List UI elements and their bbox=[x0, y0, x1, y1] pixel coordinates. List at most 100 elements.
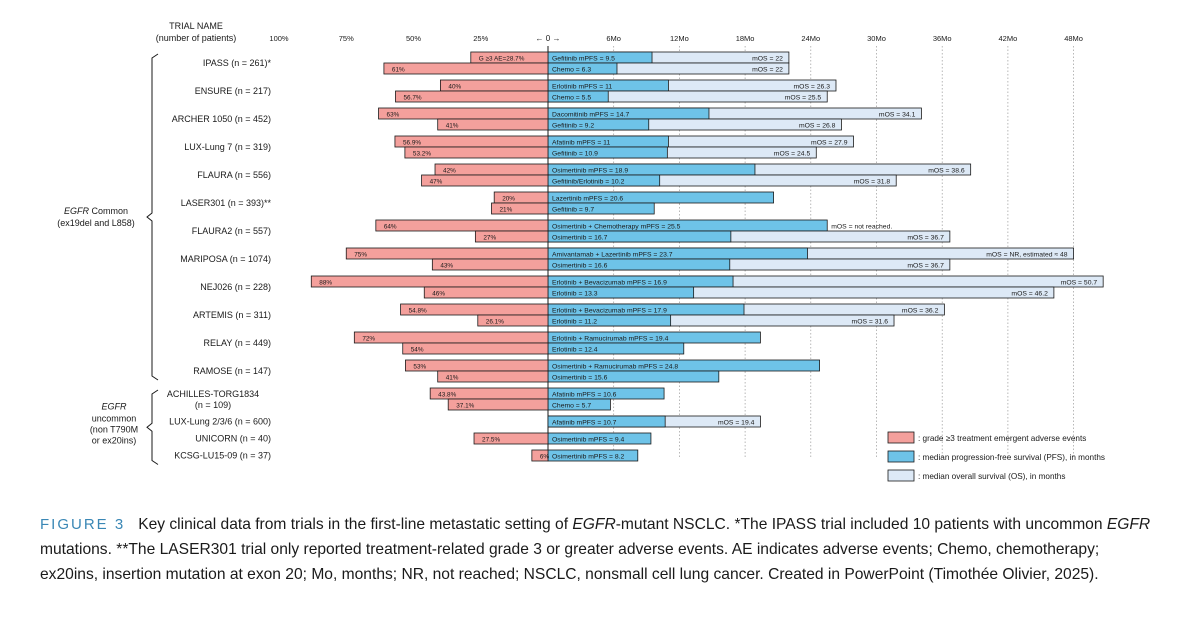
os-value-label: mOS = 31.8 bbox=[854, 178, 891, 185]
ae-value-label: 56.9% bbox=[403, 139, 421, 146]
ae-value-label: 43.8% bbox=[438, 391, 456, 398]
trial-name: MARIPOSA (n = 1074) bbox=[180, 254, 271, 264]
ae-bar bbox=[423, 286, 549, 299]
ae-bar bbox=[310, 275, 549, 288]
ae-value-label: 64% bbox=[384, 223, 397, 230]
left-axis-tick-label: 100% bbox=[269, 34, 289, 43]
os-value-label: mOS = 25.5 bbox=[785, 94, 822, 101]
ae-value-label: 61% bbox=[392, 66, 405, 73]
os-value-label: mOS = not reached. bbox=[831, 223, 892, 230]
ae-bar bbox=[531, 449, 549, 462]
group-label: EGFR Common bbox=[64, 206, 128, 216]
pfs-value-label: Gefitinib = 9.7 bbox=[552, 206, 594, 213]
os-value-label: mOS = NR, estimated ≈ 48 bbox=[986, 251, 1068, 258]
group-sublabel: (ex19del and L858) bbox=[57, 218, 135, 228]
trial-chart: TRIAL NAME (number of patients) ← 0 → 10… bbox=[57, 21, 1105, 482]
ae-bar bbox=[345, 247, 549, 260]
ae-value-label: 43% bbox=[440, 262, 453, 269]
trial-name: IPASS (n = 261)* bbox=[203, 58, 272, 68]
pfs-value-label: Gefitinib/Erlotinib = 10.2 bbox=[552, 178, 625, 185]
pfs-value-label: Dacomitinib mPFS = 14.7 bbox=[552, 111, 629, 118]
left-axis-tick-label: 75% bbox=[339, 34, 354, 43]
ae-bar bbox=[375, 219, 549, 232]
ae-value-label: 75% bbox=[354, 251, 367, 258]
pfs-value-label: Gefitinib mPFS = 9.5 bbox=[552, 55, 615, 62]
pfs-value-label: Erlotinib + Bevacizumab mPFS = 16.9 bbox=[552, 279, 667, 286]
ae-bar bbox=[447, 398, 549, 411]
right-axis-tick-label: 12Mo bbox=[670, 34, 689, 43]
pfs-value-label: Lazertinib mPFS = 20.6 bbox=[552, 195, 623, 202]
ae-bar bbox=[404, 146, 549, 159]
right-axis-tick-label: 42Mo bbox=[999, 34, 1018, 43]
pfs-value-label: Gefitinib = 9.2 bbox=[552, 122, 594, 129]
trial-name: ACHILLES-TORG1834 bbox=[167, 389, 259, 399]
caption-egfr-2: EGFR bbox=[1106, 516, 1151, 533]
ae-bar bbox=[474, 230, 549, 243]
trial-name: RELAY (n = 449) bbox=[204, 338, 271, 348]
trial-name: LASER301 (n = 393)** bbox=[181, 198, 272, 208]
trial-name: LUX-Lung 2/3/6 (n = 600) bbox=[169, 417, 271, 427]
group-label-common: Common bbox=[89, 206, 128, 216]
os-value-label: mOS = 34.1 bbox=[879, 111, 916, 118]
ae-value-label: 41% bbox=[446, 374, 459, 381]
ae-bar bbox=[431, 258, 549, 271]
trial-name: RAMOSE (n = 147) bbox=[193, 366, 271, 376]
pfs-value-label: Chemo = 6.3 bbox=[552, 66, 591, 73]
group-label-line: (non T790M bbox=[90, 424, 138, 434]
os-value-label: mOS = 50.7 bbox=[1061, 279, 1098, 286]
ae-value-label: 20% bbox=[502, 195, 515, 202]
ae-value-label: 56.7% bbox=[403, 94, 421, 101]
group-label-line: or ex20ins) bbox=[92, 435, 137, 445]
trial-name: NEJ026 (n = 228) bbox=[200, 282, 271, 292]
pfs-value-label: Osimertinib + Chemotherapy mPFS = 25.5 bbox=[552, 223, 681, 230]
pfs-value-label: Osimertinib mPFS = 18.9 bbox=[552, 167, 628, 174]
ae-value-label: 47% bbox=[430, 178, 443, 185]
ae-bar bbox=[405, 359, 549, 372]
pfs-value-label: Osimertinib + Ramucirumab mPFS = 24.8 bbox=[552, 363, 678, 370]
trial-name: ARTEMIS (n = 311) bbox=[193, 310, 271, 320]
pfs-bar bbox=[547, 415, 666, 428]
os-value-label: mOS = 36.7 bbox=[907, 234, 944, 241]
os-value-label: mOS = 27.9 bbox=[811, 139, 848, 146]
ae-value-label: 46% bbox=[432, 290, 445, 297]
ae-value-label: 54% bbox=[411, 346, 424, 353]
caption-egfr-1: EGFR bbox=[572, 516, 616, 533]
trial-name: FLAURA (n = 556) bbox=[197, 170, 271, 180]
group-bracket bbox=[146, 389, 159, 465]
pfs-value-label: Osimertinib mPFS = 9.4 bbox=[552, 436, 625, 443]
pfs-value-label: Erlotinib = 11.2 bbox=[552, 318, 597, 325]
pfs-value-label: Osimertinib = 16.6 bbox=[552, 262, 608, 269]
ae-value-label: 40% bbox=[448, 83, 461, 90]
grid-layer: 100% 75% 50% 25% 6Mo 12Mo 18Mo 24Mo 30Mo 36Mo 42Mo… bbox=[269, 34, 1083, 458]
ae-bar bbox=[400, 303, 549, 316]
ae-bar bbox=[421, 174, 549, 187]
pfs-value-label: Erlotinib mPFS = 11 bbox=[552, 83, 612, 90]
os-value-label: mOS = 36.7 bbox=[907, 262, 944, 269]
ae-value-label: 27% bbox=[483, 234, 496, 241]
ae-value-label: 88% bbox=[319, 279, 332, 286]
group-label-egfr: EGFR bbox=[64, 206, 90, 216]
left-axis-tick-label: 50% bbox=[406, 34, 421, 43]
pfs-value-label: Erlotinib + Ramucirumab mPFS = 19.4 bbox=[552, 335, 669, 342]
trial-name: ARCHER 1050 (n = 452) bbox=[172, 114, 271, 124]
right-axis-tick-label: 24Mo bbox=[801, 34, 820, 43]
caption-part-1: Key clinical data from trials in the fir… bbox=[138, 516, 573, 533]
ae-value-label: 21% bbox=[500, 206, 513, 213]
figure-caption: FIGURE 3 Key clinical data from trials i… bbox=[40, 512, 1160, 587]
os-value-label: mOS = 46.2 bbox=[1011, 290, 1048, 297]
pfs-value-label: Osimertinib = 15.6 bbox=[552, 374, 608, 381]
ae-value-label: 27.5% bbox=[482, 436, 500, 443]
trial-name: LUX-Lung 7 (n = 319) bbox=[184, 142, 271, 152]
ae-bar bbox=[395, 90, 549, 103]
os-value-label: mOS = 38.6 bbox=[928, 167, 965, 174]
pfs-value-label: Erlotinib + Bevacizumab mPFS = 17.9 bbox=[552, 307, 667, 314]
group-label-egfr: EGFR bbox=[101, 401, 127, 411]
ae-value-label: 72% bbox=[362, 335, 375, 342]
ae-value-label: 53.2% bbox=[413, 150, 431, 157]
group-bracket bbox=[146, 53, 159, 381]
center-axis-label: ← 0 → bbox=[536, 34, 561, 43]
os-value-label: mOS = 19.4 bbox=[718, 419, 755, 426]
caption-part-3: mutations. **The LASER301 trial only rep… bbox=[40, 541, 1100, 583]
ae-bar bbox=[378, 107, 549, 120]
os-value-label: mOS = 26.8 bbox=[799, 122, 836, 129]
